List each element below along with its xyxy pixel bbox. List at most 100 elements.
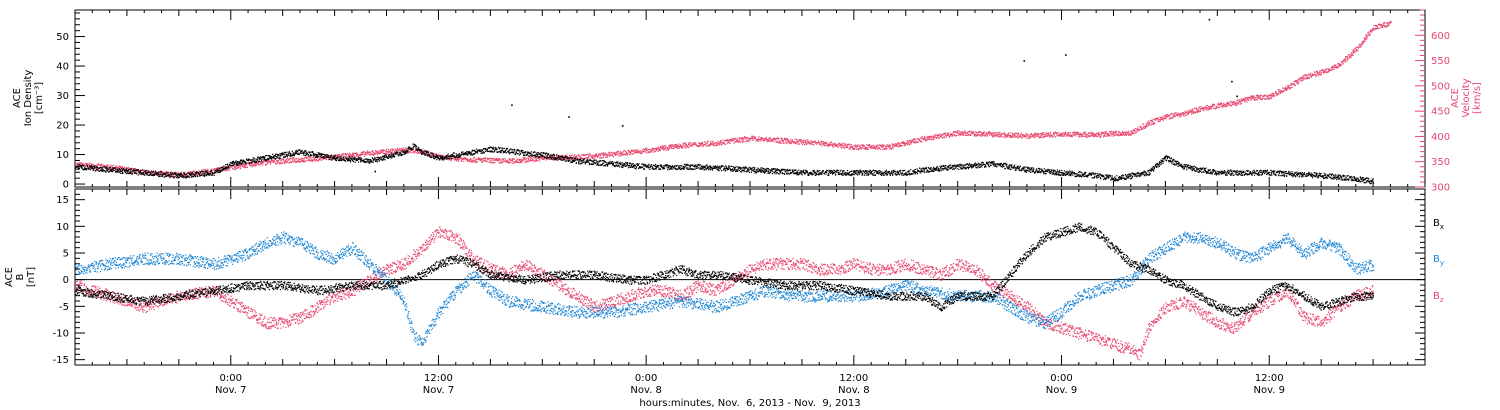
velocity-series-point [1096, 136, 1098, 138]
density-series-point [132, 172, 134, 175]
velocity-series-point [414, 151, 416, 153]
velocity-series-point [1372, 27, 1374, 30]
velocity-series-point [1195, 107, 1197, 109]
velocity-series-point [410, 152, 412, 154]
density-series-point [188, 176, 191, 178]
velocity-series-point [1236, 104, 1238, 106]
density-series-point [101, 169, 103, 171]
velocity-series-point [614, 152, 616, 154]
velocity-series-point [399, 151, 402, 153]
velocity-series-point [661, 147, 663, 149]
velocity-series-point [1328, 70, 1330, 73]
velocity-series-point [1318, 73, 1320, 75]
velocity-series-point [1012, 133, 1014, 135]
velocity-series-point [414, 151, 416, 153]
velocity-series-point [1011, 134, 1013, 136]
velocity-series-point [820, 143, 822, 145]
velocity-series-point [985, 132, 987, 134]
velocity-series-point [664, 147, 666, 149]
density-series-point [105, 167, 107, 169]
velocity-series-point [171, 171, 173, 173]
velocity-series-point [564, 158, 566, 160]
velocity-series-point [515, 160, 517, 162]
velocity-series-point [77, 163, 79, 165]
velocity-series-point [88, 166, 90, 169]
velocity-series-point [133, 167, 135, 170]
velocity-series-point [492, 162, 494, 164]
velocity-series-point [1114, 134, 1116, 136]
velocity-series-point [908, 143, 911, 145]
velocity-series-point [1280, 90, 1282, 92]
velocity-series-point [356, 152, 358, 154]
velocity-series-point [160, 170, 162, 172]
velocity-series-point [1058, 132, 1060, 134]
velocity-series-point [581, 153, 583, 155]
velocity-series-point [682, 146, 684, 148]
velocity-series-point [108, 165, 110, 167]
velocity-series-point [489, 157, 492, 159]
velocity-series-point [714, 144, 716, 147]
velocity-series-point [436, 156, 439, 158]
velocity-series-point [1191, 110, 1193, 112]
density-series-point [84, 168, 86, 170]
velocity-series-point [318, 158, 320, 161]
velocity-series-point [858, 144, 860, 146]
velocity-series-point [1279, 89, 1281, 91]
velocity-series-point [470, 160, 472, 162]
velocity-series-point [351, 153, 353, 156]
density-series-point [241, 161, 243, 163]
velocity-series-point [685, 142, 687, 144]
velocity-series-point [1180, 114, 1183, 116]
velocity-series-point [747, 138, 749, 140]
velocity-series-point [729, 142, 731, 145]
velocity-series-point [371, 153, 373, 155]
velocity-series-point [1303, 75, 1305, 77]
velocity-series-point [844, 144, 846, 146]
velocity-series-point [300, 160, 302, 163]
density-series-point [241, 159, 243, 161]
velocity-series-point [682, 143, 684, 145]
density-series-point [177, 177, 179, 179]
velocity-series-point [244, 165, 246, 168]
velocity-series-point [152, 171, 155, 174]
velocity-series-point [129, 169, 131, 171]
velocity-series-point [312, 160, 314, 162]
velocity-series-point [575, 155, 577, 158]
velocity-series-point [1035, 135, 1037, 137]
velocity-series-point [830, 143, 832, 146]
velocity-series-point [520, 159, 522, 161]
velocity-series-point [975, 135, 977, 137]
velocity-series-point [658, 147, 660, 149]
density-series-point [237, 163, 239, 165]
velocity-series-point [1241, 100, 1244, 102]
velocity-series-point [645, 147, 647, 150]
density-series-point [194, 173, 196, 176]
velocity-series-point [825, 142, 828, 144]
velocity-series-point [365, 154, 367, 156]
velocity-series-point [1382, 24, 1385, 27]
velocity-series-point [678, 147, 681, 149]
velocity-series-point [1197, 110, 1199, 113]
velocity-series-point [529, 156, 531, 158]
density-series-point [100, 169, 102, 171]
density-series-point [186, 175, 189, 178]
velocity-series-point [550, 158, 552, 160]
velocity-series-point [938, 137, 940, 139]
velocity-series-point [948, 132, 950, 134]
velocity-series-point [1370, 31, 1372, 33]
velocity-series-point [1139, 126, 1142, 128]
density-series-point [144, 174, 146, 176]
velocity-series-point [105, 165, 108, 167]
velocity-series-point [1013, 133, 1015, 135]
velocity-series-point [142, 170, 144, 172]
density-series-point [97, 166, 99, 169]
velocity-series-point [1054, 136, 1056, 138]
velocity-series-point [1314, 73, 1317, 75]
velocity-series-point [366, 154, 368, 156]
velocity-series-point [634, 152, 636, 154]
velocity-series-point [348, 152, 351, 154]
velocity-series-point [951, 133, 953, 135]
velocity-series-point [1259, 98, 1262, 100]
velocity-series-point [765, 139, 767, 141]
velocity-series-point [844, 147, 846, 149]
